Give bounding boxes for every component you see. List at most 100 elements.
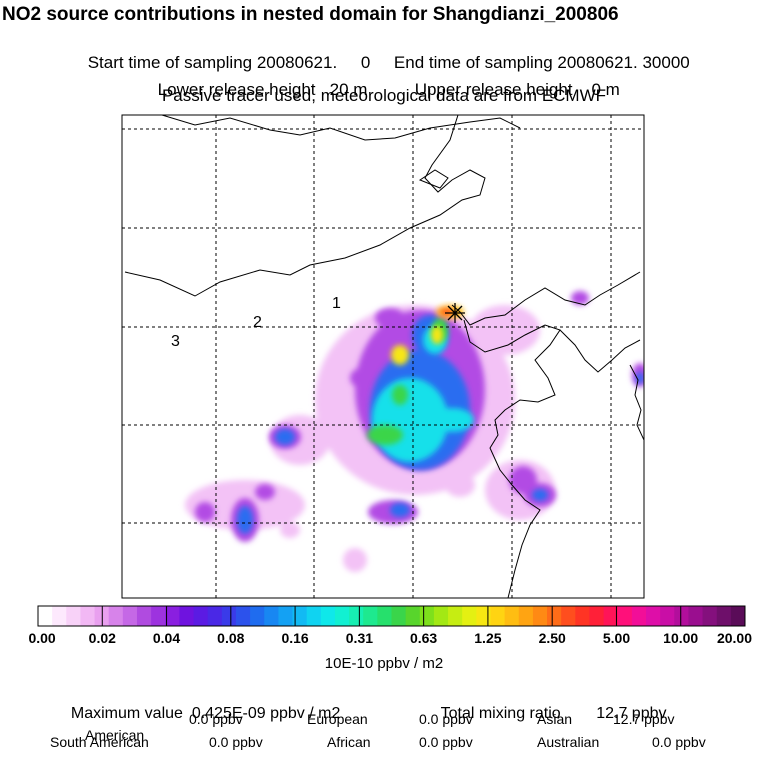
upper-release-value: 0 m bbox=[591, 80, 620, 99]
colorbar-cell bbox=[136, 606, 152, 626]
region-european: European bbox=[307, 711, 368, 727]
colorbar-cell bbox=[462, 606, 477, 626]
colorbar-cell bbox=[66, 606, 81, 626]
region-asian: Asian bbox=[537, 711, 573, 727]
colorbar-cell bbox=[730, 606, 746, 626]
start-time-label: Start time of sampling 20080621. bbox=[87, 53, 338, 72]
region-south-american: South American bbox=[50, 734, 149, 750]
colorbar-tick-label: 1.25 bbox=[474, 630, 502, 646]
map-frame bbox=[121, 114, 645, 599]
colorbar-cell bbox=[320, 606, 336, 626]
colorbar-cell bbox=[179, 606, 195, 626]
region-american: American bbox=[78, 711, 144, 743]
colorbar-tick-label: 20.00 bbox=[716, 630, 753, 646]
colorbar-cell bbox=[80, 606, 96, 626]
colorbar-cell bbox=[716, 606, 732, 626]
lower-release-value: 20 m bbox=[329, 80, 368, 99]
region-african: African bbox=[327, 734, 371, 750]
colorbar-cell bbox=[235, 606, 251, 626]
colorbar-tick-label: 2.50 bbox=[538, 630, 566, 646]
region-american-value: 0.0 ppbv bbox=[189, 711, 243, 727]
colorbar-cell bbox=[221, 606, 237, 626]
sampling-time-line: Start time of sampling 20080621. 0 End t… bbox=[0, 33, 768, 73]
region-south-american-value: 0.0 ppbv bbox=[209, 734, 263, 750]
colorbar-cell bbox=[631, 606, 647, 626]
max-value-line: Maximum value 0.425E-09 ppbv / m2 bbox=[62, 687, 340, 723]
colorbar-cell bbox=[207, 606, 223, 626]
plume-yellow bbox=[391, 326, 443, 365]
tracer-note: Passive tracer used, meteorological data… bbox=[161, 86, 607, 105]
region-african-value: 0.0 ppbv bbox=[419, 734, 473, 750]
colorbar-tick-label: 0.63 bbox=[409, 630, 438, 646]
colorbar-cell bbox=[603, 606, 619, 626]
region-australian-value: 0.0 ppbv bbox=[652, 734, 706, 750]
colorbar-cell bbox=[476, 606, 491, 626]
colorbar-cell bbox=[292, 606, 308, 626]
colorbar-tick-label: 0.04 bbox=[152, 630, 181, 646]
colorbar-units: 10E-10 ppbv / m2 bbox=[324, 655, 444, 672]
colorbar-cell bbox=[518, 606, 534, 626]
station-star-icon bbox=[445, 303, 465, 323]
colorbar-tick-label: 0.31 bbox=[345, 630, 374, 646]
colorbar-tick-label: 0.08 bbox=[217, 630, 245, 646]
colorbar-cell bbox=[278, 606, 294, 626]
colorbar-cell bbox=[561, 606, 576, 626]
start-time-value: 0 bbox=[360, 53, 371, 72]
colorbar-cell bbox=[674, 606, 689, 626]
colorbar-cell bbox=[688, 606, 704, 626]
end-time-label: End time of sampling 20080621. 30000 bbox=[393, 53, 690, 72]
colorbar-cells bbox=[38, 606, 746, 626]
release-height-line: Lower release height 20 m Upper release … bbox=[0, 60, 768, 100]
colorbar-cell bbox=[646, 606, 661, 626]
coastline-borders bbox=[124, 115, 644, 598]
ring-label-1: 1 bbox=[332, 295, 341, 312]
colorbar-cell bbox=[405, 606, 421, 626]
grid-lines bbox=[122, 115, 644, 598]
colorbar-ticks bbox=[101, 606, 682, 626]
region-australian: Australian bbox=[537, 734, 600, 750]
colorbar-cell bbox=[363, 606, 378, 626]
ring-label-2: 2 bbox=[253, 314, 262, 331]
colorbar-cell bbox=[532, 606, 548, 626]
colorbar-cell bbox=[702, 606, 718, 626]
max-value: 0.425E-09 ppbv / m2 bbox=[191, 705, 341, 722]
colorbar-cell bbox=[38, 606, 53, 626]
colorbar-cell bbox=[575, 606, 590, 626]
total-mixing-label: Total mixing ratio bbox=[440, 705, 561, 722]
colorbar-cell bbox=[108, 606, 124, 626]
region-european-value: 0.0 ppbv bbox=[419, 711, 473, 727]
colorbar-tick-label: 5.00 bbox=[602, 630, 631, 646]
colorbar-cell bbox=[122, 606, 138, 626]
upper-release-label: Upper release height bbox=[414, 80, 573, 99]
colorbar-cell bbox=[391, 606, 407, 626]
lower-release-label: Lower release height bbox=[157, 80, 316, 99]
colorbar-cell bbox=[547, 606, 562, 626]
max-value-label: Maximum value bbox=[70, 705, 183, 722]
colorbar-cell bbox=[419, 606, 435, 626]
ring-labels: 1 2 3 bbox=[171, 295, 341, 350]
colorbar bbox=[37, 605, 746, 627]
colorbar-cell bbox=[250, 606, 265, 626]
region-name: American bbox=[85, 727, 145, 743]
colorbar-cell bbox=[589, 606, 605, 626]
ring-label-3: 3 bbox=[171, 333, 180, 350]
colorbar-cell bbox=[349, 606, 364, 626]
colorbar-cell bbox=[433, 606, 449, 626]
colorbar-cell bbox=[52, 606, 67, 626]
colorbar-cell bbox=[264, 606, 279, 626]
total-mixing-line: Total mixing ratio 12.7 ppbv bbox=[432, 687, 667, 723]
colorbar-cell bbox=[504, 606, 520, 626]
colorbar-cell bbox=[165, 606, 180, 626]
colorbar-tick-label: 0.00 bbox=[28, 630, 56, 646]
colorbar-cell bbox=[377, 606, 392, 626]
colorbar-cell bbox=[448, 606, 463, 626]
region-asian-value: 12.7 ppbv bbox=[613, 711, 675, 727]
figure-title: NO2 source contributions in nested domai… bbox=[2, 4, 619, 25]
colorbar-frame bbox=[37, 605, 746, 627]
colorbar-cell bbox=[151, 606, 166, 626]
colorbar-tick-label: 10.00 bbox=[663, 630, 699, 646]
colorbar-cell bbox=[617, 606, 633, 626]
total-mixing-value: 12.7 ppbv bbox=[596, 705, 667, 722]
colorbar-cell bbox=[306, 606, 322, 626]
